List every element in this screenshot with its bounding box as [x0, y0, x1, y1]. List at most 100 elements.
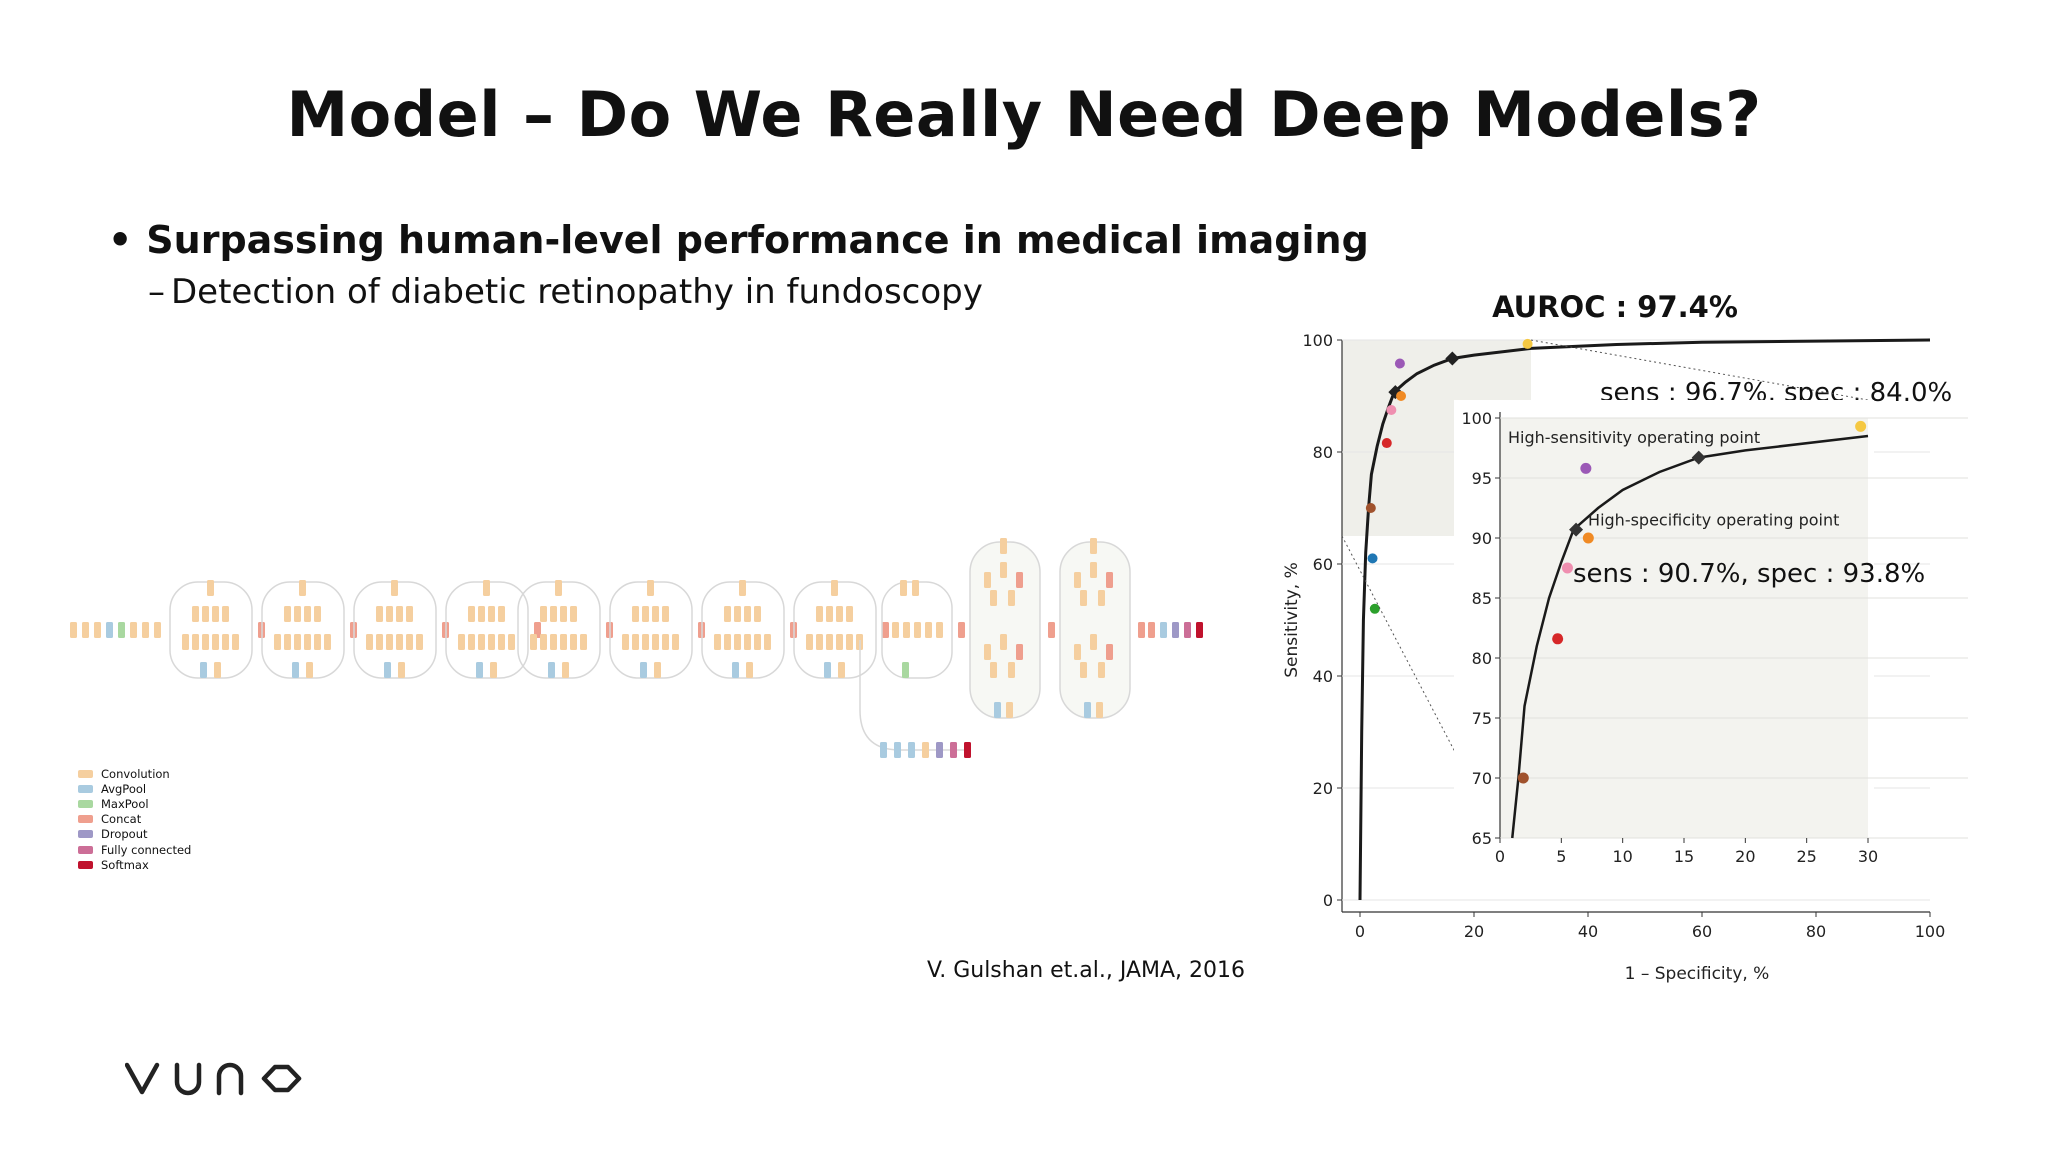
network-block — [555, 580, 562, 596]
x-tick-label: 0 — [1355, 922, 1365, 941]
network-block — [1016, 572, 1023, 588]
network-block — [1000, 634, 1007, 650]
network-block — [880, 742, 887, 758]
network-block — [416, 634, 423, 650]
network-block — [550, 634, 557, 650]
ophthalmologist-point — [1365, 503, 1376, 513]
main-bullet-text: Surpassing human-level performance in me… — [146, 218, 1369, 262]
network-block — [299, 580, 306, 596]
network-block — [580, 634, 587, 650]
network-block — [816, 634, 823, 650]
network-block — [662, 634, 669, 650]
network-block — [294, 606, 301, 622]
network-block — [570, 634, 577, 650]
module-outline — [609, 581, 693, 679]
network-block — [222, 606, 229, 622]
legend-item: AvgPool — [78, 781, 191, 796]
network-block — [642, 634, 649, 650]
network-block — [816, 606, 823, 622]
x-axis-label: 1 – Specificity, % — [1625, 964, 1770, 984]
x-tick-label: 60 — [1692, 922, 1712, 941]
network-block — [324, 634, 331, 650]
network-block — [836, 606, 843, 622]
slide-title: Model – Do We Really Need Deep Models? — [286, 78, 1762, 151]
legend-swatch — [78, 830, 93, 839]
inset-y-tick-label: 100 — [1461, 409, 1492, 428]
sub-bullet: – Detection of diabetic retinopathy in f… — [148, 272, 983, 312]
network-block — [498, 634, 505, 650]
legend-swatch — [78, 769, 93, 778]
network-block — [1048, 622, 1055, 638]
network-block — [478, 606, 485, 622]
network-block — [1090, 538, 1097, 554]
network-block — [106, 622, 113, 638]
legend-swatch — [78, 845, 93, 854]
network-block — [1184, 622, 1191, 638]
legend-item: MaxPool — [78, 796, 191, 811]
network-architecture-diagram — [70, 538, 1203, 758]
network-block — [396, 634, 403, 650]
ophthalmologist-point — [1522, 338, 1533, 349]
network-block — [754, 634, 761, 650]
inset-x-tick-label: 10 — [1612, 847, 1632, 866]
network-block — [1196, 622, 1203, 638]
inset-operating-point-marker — [1569, 522, 1584, 537]
y-tick-label: 80 — [1313, 443, 1333, 462]
x-tick-label: 80 — [1806, 922, 1826, 941]
network-block — [647, 580, 654, 596]
network-block — [540, 634, 547, 650]
network-block — [984, 572, 991, 588]
network-block — [560, 634, 567, 650]
network-block — [304, 634, 311, 650]
network-block — [232, 634, 239, 650]
network-block — [846, 606, 853, 622]
network-block — [540, 606, 547, 622]
legend-swatch — [78, 784, 93, 793]
network-block — [468, 634, 475, 650]
network-block — [476, 662, 483, 678]
network-block — [192, 634, 199, 650]
network-block — [1016, 644, 1023, 660]
sub-bullet-text: Detection of diabetic retinopathy in fun… — [171, 272, 983, 312]
legend-item: Dropout — [78, 827, 191, 842]
inset-y-tick-label: 95 — [1472, 469, 1492, 488]
network-block — [914, 622, 921, 638]
network-block — [826, 606, 833, 622]
main-bullet: • Surpassing human-level performance in … — [108, 218, 1369, 262]
network-block — [94, 622, 101, 638]
network-block — [406, 606, 413, 622]
network-block — [734, 606, 741, 622]
network-block — [376, 634, 383, 650]
inset-y-tick-label: 65 — [1472, 829, 1492, 848]
network-block — [386, 606, 393, 622]
network-block — [376, 606, 383, 622]
network-block — [483, 580, 490, 596]
inset-y-tick-label: 90 — [1472, 529, 1492, 548]
network-block — [1172, 622, 1179, 638]
network-block — [1098, 590, 1105, 606]
ophthalmologist-point — [1367, 553, 1378, 564]
ophthalmologist-point — [1369, 603, 1380, 614]
network-block — [142, 622, 149, 638]
network-block — [632, 606, 639, 622]
network-block — [903, 622, 910, 638]
network-block — [990, 662, 997, 678]
network-block — [212, 634, 219, 650]
network-block — [1160, 622, 1167, 638]
network-block — [846, 634, 853, 650]
network-block — [202, 634, 209, 650]
network-block — [826, 634, 833, 650]
network-block — [754, 606, 761, 622]
module-outline — [445, 581, 529, 679]
network-block — [550, 606, 557, 622]
network-block — [662, 606, 669, 622]
operating-point-marker — [1445, 351, 1460, 366]
network-block — [724, 606, 731, 622]
network-legend: Convolution AvgPool MaxPool Concat Dropo… — [78, 766, 191, 872]
zoom-connector — [1530, 339, 1869, 401]
network-block — [490, 662, 497, 678]
legend-item: Convolution — [78, 766, 191, 781]
network-block — [1080, 590, 1087, 606]
network-block — [292, 662, 299, 678]
legend-item: Softmax — [78, 857, 191, 872]
